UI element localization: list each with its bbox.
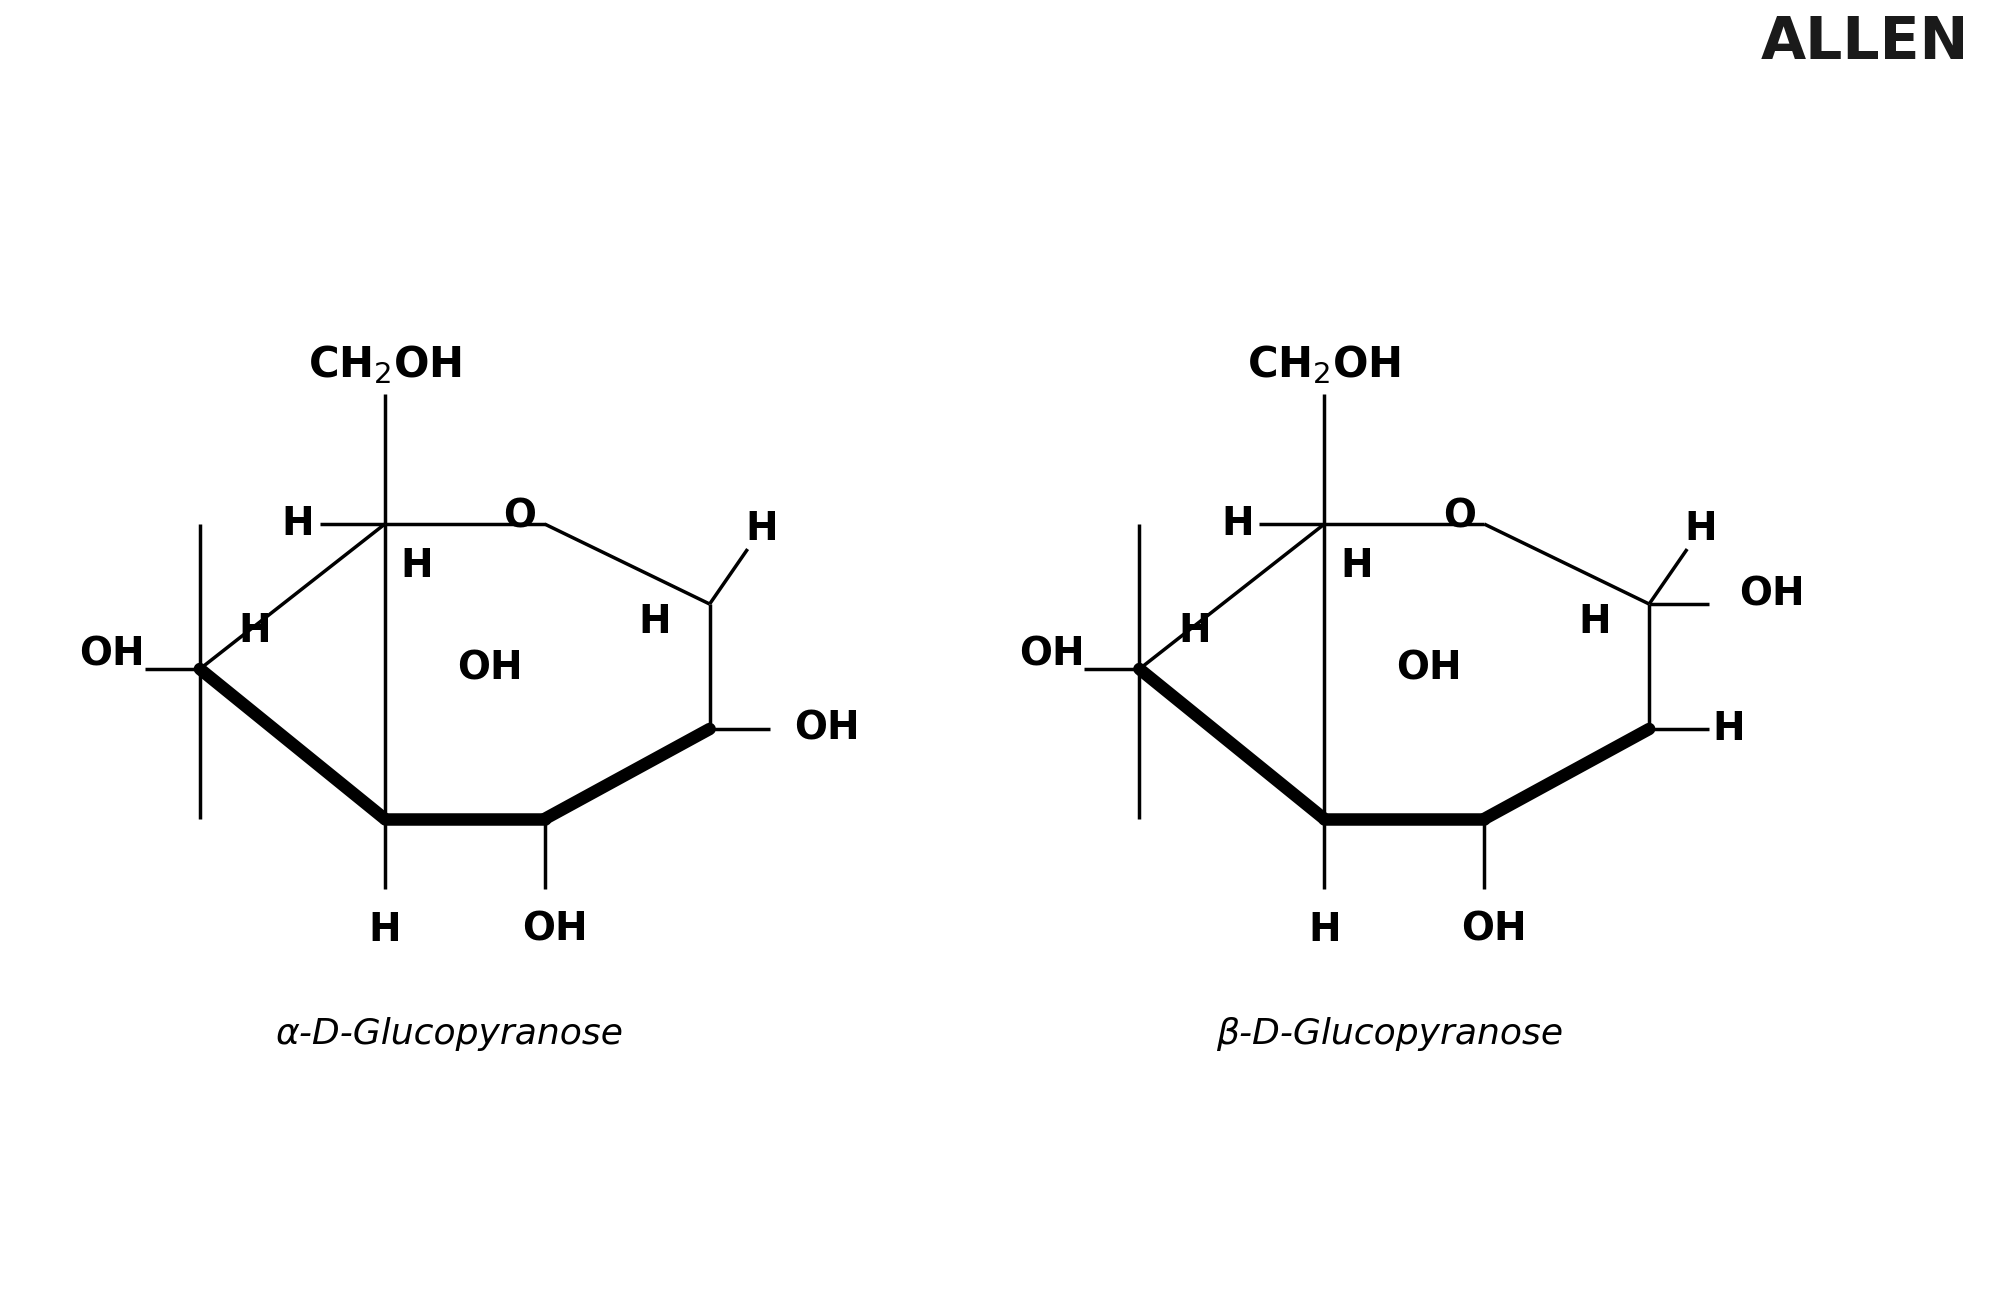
Text: O: O: [1443, 497, 1475, 535]
Text: OH: OH: [458, 650, 521, 689]
Text: H: H: [1177, 612, 1211, 650]
Text: β-D-Glucopyranose: β-D-Glucopyranose: [1215, 1017, 1562, 1051]
Text: H: H: [400, 547, 434, 585]
Text: H: H: [368, 911, 402, 949]
Text: OH: OH: [1738, 576, 1804, 614]
Text: O: O: [503, 497, 535, 535]
Text: OH: OH: [1019, 635, 1083, 673]
Text: H: H: [282, 505, 314, 543]
Text: CH$_2$OH: CH$_2$OH: [1247, 343, 1401, 386]
Text: OH: OH: [1397, 650, 1461, 689]
Text: OH: OH: [793, 710, 859, 748]
Text: OH: OH: [80, 635, 144, 673]
Text: OH: OH: [521, 911, 587, 949]
Text: OH: OH: [1461, 911, 1526, 949]
Text: CH$_2$OH: CH$_2$OH: [308, 343, 462, 386]
Text: α-D-Glucopyranose: α-D-Glucopyranose: [276, 1017, 623, 1051]
Text: H: H: [1339, 547, 1373, 585]
Text: H: H: [745, 510, 777, 548]
Text: H: H: [1307, 911, 1341, 949]
Text: H: H: [1576, 603, 1610, 641]
Text: H: H: [238, 612, 272, 650]
Text: H: H: [1684, 510, 1716, 548]
Text: H: H: [1712, 710, 1744, 748]
Text: H: H: [637, 603, 671, 641]
Text: ALLEN: ALLEN: [1760, 14, 1968, 71]
Text: H: H: [1221, 505, 1253, 543]
